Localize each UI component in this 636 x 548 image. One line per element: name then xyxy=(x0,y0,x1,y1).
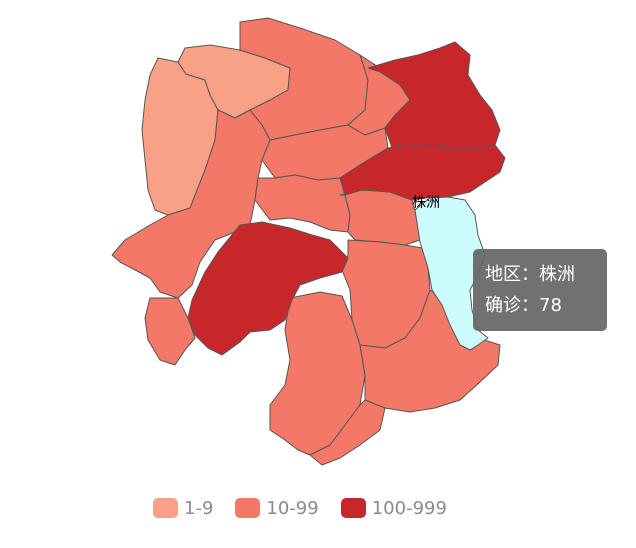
region-southwest-edge[interactable] xyxy=(144,297,196,366)
legend-item-low[interactable]: 1-9 xyxy=(153,498,213,519)
legend-label-high: 100-999 xyxy=(371,497,447,519)
legend: 1-9 10-99 100-999 xyxy=(153,496,469,520)
region-east-changsha[interactable] xyxy=(339,144,506,201)
map-tooltip: 地区：株洲 确诊：78 xyxy=(473,249,607,331)
region-southwest-shaoyang[interactable] xyxy=(187,221,349,356)
legend-swatch-high xyxy=(340,498,366,518)
tooltip-region: 地区：株洲 xyxy=(485,264,575,285)
legend-item-high[interactable]: 100-999 xyxy=(340,497,447,519)
tooltip-count: 确诊：78 xyxy=(485,295,562,316)
legend-label-mid: 10-99 xyxy=(266,497,319,519)
region-south-tail[interactable] xyxy=(309,399,386,466)
legend-item-mid[interactable]: 10-99 xyxy=(235,497,319,519)
map-hover-label: 株洲 xyxy=(412,195,440,211)
legend-swatch-low xyxy=(153,498,178,518)
legend-label-low: 1-9 xyxy=(184,497,214,519)
legend-swatch-mid xyxy=(235,498,261,518)
